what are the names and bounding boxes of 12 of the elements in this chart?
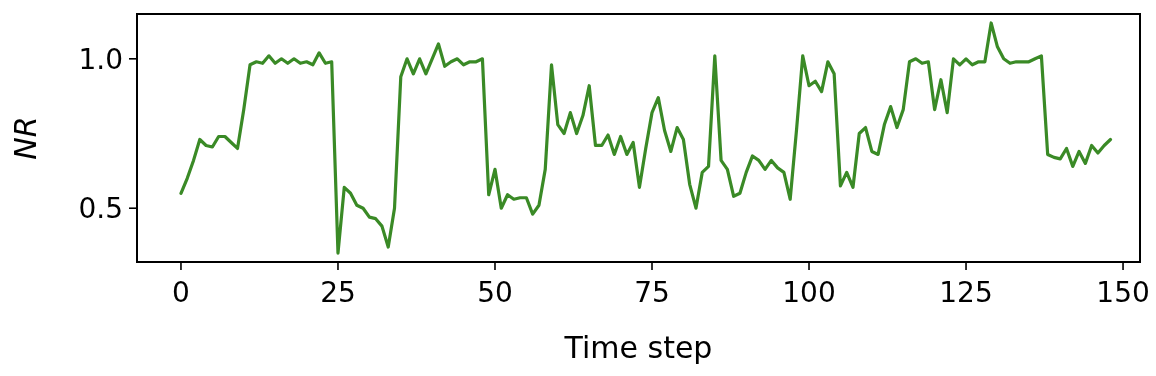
- x-axis-title: Time step: [563, 330, 713, 365]
- x-tick-label: 50: [477, 276, 513, 309]
- y-tick-label: 1.0: [78, 42, 123, 76]
- x-tick-label: 150: [1096, 276, 1150, 309]
- line-series: [179, 21, 1113, 255]
- x-tick-label: 25: [320, 276, 356, 309]
- y-axis-title: NR: [8, 116, 43, 160]
- x-tick-label: 125: [939, 276, 993, 309]
- x-tick-label: 75: [634, 276, 670, 309]
- x-tick-label: 0: [172, 276, 190, 309]
- x-tick-label: 100: [782, 276, 836, 309]
- y-tick-label: 0.5: [78, 192, 123, 226]
